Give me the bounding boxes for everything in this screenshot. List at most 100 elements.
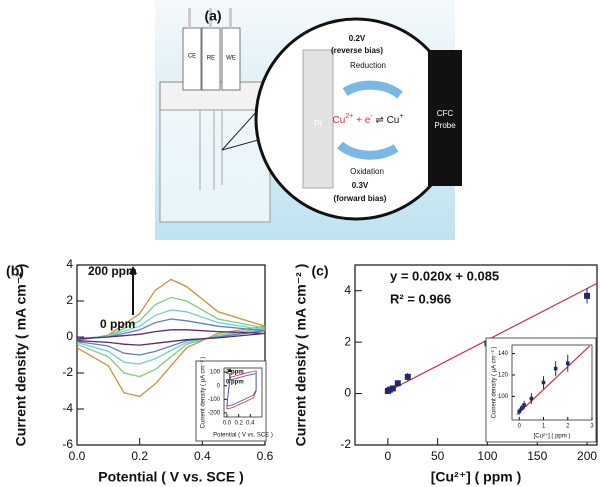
cv-curve bbox=[76, 329, 266, 346]
cv-curve bbox=[76, 278, 266, 398]
electrode-label: WE bbox=[226, 56, 236, 62]
data-point bbox=[565, 361, 570, 366]
x-tick-label: 2 bbox=[566, 424, 570, 430]
chart: 0.0 0.2 0.4 -200 -100 0 100 Potential ( V vs. S… bbox=[195, 357, 273, 442]
x-tick-label: 200 bbox=[577, 449, 597, 463]
annotation: y = 0.020x + 0.085 bbox=[390, 268, 499, 283]
oxidation-arrow bbox=[337, 141, 399, 160]
electrode-name: Pt bbox=[314, 118, 323, 128]
x-tick-label: 0.0 bbox=[69, 449, 86, 463]
reaction-part: 2+ bbox=[345, 113, 353, 120]
data-point bbox=[404, 373, 411, 380]
reaction-part: + e bbox=[353, 115, 370, 126]
bias: (forward bias) bbox=[334, 194, 387, 203]
y-axis-title: Current density ( μA cm⁻² ) bbox=[201, 357, 207, 429]
probe-label: Probe bbox=[434, 121, 456, 130]
y-tick-label: 2 bbox=[66, 293, 73, 307]
y-tick-label: 140 bbox=[498, 351, 509, 357]
cfc-probe bbox=[428, 50, 462, 186]
y-tick-label: 100 bbox=[210, 370, 221, 376]
y-tick-label: 100 bbox=[498, 394, 509, 400]
annotation: 2 ppm bbox=[226, 370, 244, 376]
data-point bbox=[584, 292, 591, 299]
x-tick-label: 0.2 bbox=[234, 421, 243, 427]
x-axis-title: Potential ( V vs. SCE ) bbox=[98, 469, 243, 485]
data-point bbox=[519, 406, 524, 411]
process: Reduction bbox=[350, 61, 386, 70]
bias: (reverse bias) bbox=[331, 46, 383, 55]
arrow-head bbox=[228, 368, 232, 372]
x-tick-label: 100 bbox=[477, 449, 497, 463]
x-tick-label: 150 bbox=[527, 449, 547, 463]
x-tick-label: 0 bbox=[385, 449, 392, 463]
y-tick-label: 4 bbox=[344, 283, 351, 297]
electrode bbox=[182, 27, 202, 91]
electrode-label: CE bbox=[188, 54, 196, 60]
y-tick-label: 0 bbox=[66, 329, 73, 343]
x-axis-title: [Cu²⁺] ( ppm ) bbox=[534, 433, 571, 440]
fit-line bbox=[516, 345, 590, 416]
voltage: 0.2V bbox=[349, 34, 366, 43]
y-tick-label: 0 bbox=[217, 383, 221, 389]
voltage: 0.3V bbox=[352, 181, 369, 190]
reduction-arrow bbox=[342, 80, 403, 99]
probe-label: CFC bbox=[437, 109, 454, 118]
data-point bbox=[553, 366, 558, 371]
y-axis-title: Current density ( μA cm⁻² ) bbox=[492, 347, 498, 419]
data-point bbox=[522, 403, 526, 407]
x-tick-label: 0.2 bbox=[131, 449, 148, 463]
panel-a: (a) CE RE WE 0.2V (reverse bias) Reducti… bbox=[155, 0, 462, 240]
data-point bbox=[541, 380, 546, 385]
cv-curve bbox=[226, 372, 257, 407]
y-tick-label: -6 bbox=[62, 437, 73, 451]
annotation: 200 ppm bbox=[88, 264, 137, 278]
zoom-lines bbox=[221, 109, 259, 151]
probe-tips bbox=[199, 110, 223, 190]
x-tick-label: 1 bbox=[542, 424, 546, 430]
panel-label: (c) bbox=[311, 263, 328, 279]
y-tick-label: 4 bbox=[66, 257, 73, 271]
y-axis-title: Current density ( mA cm⁻² ) bbox=[293, 264, 309, 447]
plot-frame bbox=[354, 264, 598, 446]
cv-curve bbox=[76, 309, 266, 365]
x-tick-label: 0.4 bbox=[194, 449, 211, 463]
electrode-label: RE bbox=[207, 56, 215, 62]
x-tick-label: 50 bbox=[431, 449, 445, 463]
data-point bbox=[517, 409, 522, 414]
cv-curve bbox=[76, 318, 266, 356]
inset-frame bbox=[195, 360, 267, 442]
reaction-part: ⇌ Cu bbox=[373, 115, 400, 126]
y-tick-label: -2 bbox=[340, 437, 351, 451]
pt-electrode bbox=[302, 49, 334, 189]
reaction-part: - bbox=[370, 113, 373, 120]
y-tick-label: -2 bbox=[62, 365, 73, 379]
wire bbox=[188, 8, 191, 28]
y-tick-label: -100 bbox=[208, 397, 221, 403]
annotation: 0 ppm bbox=[226, 380, 244, 386]
panel-label: (a) bbox=[204, 8, 221, 24]
x-tick-label: 0.0 bbox=[223, 421, 232, 427]
x-tick-label: 0.4 bbox=[246, 421, 255, 427]
fit-line bbox=[387, 282, 598, 392]
y-tick-label: 0 bbox=[344, 386, 351, 400]
arrow-head bbox=[129, 266, 137, 274]
inset-frame bbox=[485, 337, 597, 443]
x-axis-title: Potential ( V vs. SCE ) bbox=[213, 433, 273, 439]
x-tick-label: 3 bbox=[590, 424, 594, 430]
reaction-part: Cu bbox=[333, 115, 346, 126]
y-axis-title: Current density ( mA cm⁻² ) bbox=[13, 264, 29, 447]
y-tick-label: -200 bbox=[208, 410, 221, 416]
plot-frame bbox=[511, 344, 593, 421]
plot-frame bbox=[76, 264, 266, 446]
y-tick-label: 120 bbox=[498, 373, 509, 379]
cv-curve bbox=[76, 296, 266, 378]
beaker bbox=[159, 109, 271, 223]
x-tick-label: 0 bbox=[518, 424, 522, 430]
x-tick-label: 0.6 bbox=[257, 449, 274, 463]
annotation: 0 ppm bbox=[100, 317, 135, 331]
annotation: R² = 0.966 bbox=[390, 291, 451, 306]
reaction-part: + bbox=[399, 113, 403, 120]
panel-label: (b) bbox=[6, 263, 24, 279]
y-tick-label: -4 bbox=[62, 401, 73, 415]
